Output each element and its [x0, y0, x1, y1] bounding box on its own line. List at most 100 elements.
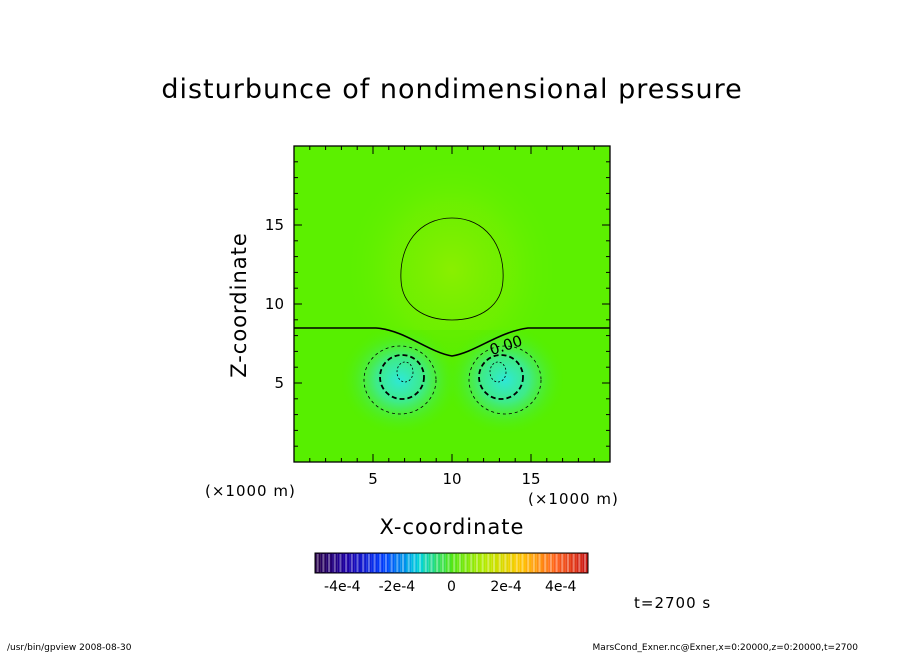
colorbar-segment [474, 553, 480, 573]
negative-anomaly-left [340, 325, 460, 435]
x-tick-labels: 5 10 15 [368, 470, 540, 488]
colorbar-stripes [315, 553, 588, 573]
colorbar-segment-highlight [447, 554, 450, 572]
colorbar-segment [479, 553, 486, 573]
colorbar-tick-label: 2e-4 [490, 579, 522, 595]
colorbar-segment [531, 553, 537, 573]
x-tick-label: 15 [521, 470, 540, 488]
colorbar-segment-highlight [407, 554, 410, 572]
colorbar-segment-highlight [538, 554, 541, 572]
colorbar-segment [400, 553, 406, 573]
colorbar-segment-highlight [555, 554, 558, 572]
colorbar-segment-highlight [521, 554, 524, 572]
colorbar-segment [502, 553, 509, 573]
colorbar-tick-label: -2e-4 [379, 579, 416, 595]
contour-neg-outer-right [468, 345, 542, 415]
colorbar-segment [514, 553, 520, 573]
colorbar-segment [457, 553, 463, 573]
colorbar-segment [337, 553, 344, 573]
colorbar-segment-highlight [350, 554, 353, 572]
colorbar-segment-highlight [413, 554, 416, 572]
colorbar-segment-highlight [316, 554, 319, 572]
colorbar-segment-highlight [379, 554, 382, 572]
colorbar-segment-highlight [481, 554, 484, 572]
colorbar-segment [536, 553, 543, 573]
colorbar-tick-label: 0 [447, 579, 456, 595]
y-tick-label: 15 [265, 216, 284, 234]
y-tick-labels: 5 10 15 [265, 216, 284, 392]
colorbar-segment [434, 553, 441, 573]
footer-program: /usr/bin/gpview 2008-08-30 [7, 643, 132, 653]
colorbar-segment-highlight [333, 554, 336, 572]
x-tick-label: 10 [442, 470, 461, 488]
chart-title: disturbunce of nondimensional pressure [161, 74, 743, 105]
colorbar-segment [548, 553, 554, 573]
colorbar-segment-highlight [566, 554, 569, 572]
axis-ticks [294, 146, 610, 462]
colorbar-segment-highlight [532, 554, 535, 572]
colorbar-segment-highlight [339, 554, 342, 572]
colorbar-segment [497, 553, 503, 573]
colorbar-frame [314, 552, 589, 574]
colorbar-segment [377, 553, 384, 573]
colorbar-segment [388, 553, 395, 573]
colorbar-segment-highlight [578, 554, 581, 572]
colorbar-segment-highlight [390, 554, 393, 572]
contour-neg-inner-left [396, 361, 414, 383]
colorbar: -4e-4 -2e-4 0 2e-4 4e-4 [314, 552, 589, 595]
colorbar-segment [565, 553, 571, 573]
colorbar-segment-highlight [458, 554, 461, 572]
colorbar-segment [582, 553, 588, 573]
colorbar-segment-highlight [527, 554, 530, 572]
contour-neg-inner-right [489, 361, 507, 383]
colorbar-segment-highlight [402, 554, 405, 572]
contour-positive [400, 217, 504, 321]
colorbar-segment-highlight [436, 554, 439, 572]
colorbar-segment-highlight [424, 554, 427, 572]
x-axis-unit: (×1000 m) [528, 490, 619, 508]
colorbar-segment-highlight [345, 554, 348, 572]
colorbar-segment-highlight [384, 554, 387, 572]
colorbar-segment [542, 553, 549, 573]
colorbar-segment-highlight [322, 554, 325, 572]
colorbar-segment-highlight [515, 554, 518, 572]
contour-neg-outer-left [363, 345, 437, 415]
colorbar-segment-highlight [493, 554, 496, 572]
colorbar-segment [462, 553, 469, 573]
colorbar-segment-highlight [470, 554, 473, 572]
colorbar-segment [570, 553, 577, 573]
colorbar-segment [491, 553, 497, 573]
plot-area: 0.00 [293, 145, 611, 463]
colorbar-segment [360, 553, 367, 573]
colorbar-segment [315, 553, 321, 573]
colorbar-segment-highlight [419, 554, 422, 572]
colorbar-segment-highlight [362, 554, 365, 572]
colorbar-segment-highlight [475, 554, 478, 572]
colorbar-segment-highlight [464, 554, 467, 572]
colorbar-segment-highlight [572, 554, 575, 572]
y-tick-label: 10 [265, 295, 284, 313]
colorbar-segment [354, 553, 361, 573]
time-label: t=2700 s [634, 594, 712, 612]
colorbar-segment [394, 553, 401, 573]
y-axis-unit: (×1000 m) [205, 482, 296, 500]
colorbar-segment-highlight [584, 554, 587, 572]
x-axis-label: X-coordinate [379, 515, 525, 539]
colorbar-segment [428, 553, 435, 573]
colorbar-segment-highlight [396, 554, 399, 572]
colorbar-segment [417, 553, 424, 573]
contour-zero [294, 327, 610, 357]
colorbar-segment [320, 553, 327, 573]
colorbar-segment [332, 553, 338, 573]
x-tick-label: 5 [368, 470, 378, 488]
y-tick-label: 5 [274, 374, 284, 392]
colorbar-segment [559, 553, 566, 573]
contour-neg-mid-right [478, 354, 524, 400]
colorbar-segment [576, 553, 583, 573]
colorbar-segment [485, 553, 492, 573]
colorbar-segment-highlight [549, 554, 552, 572]
colorbar-segment-highlight [328, 554, 331, 572]
colorbar-segment [366, 553, 372, 573]
colorbar-segment-highlight [510, 554, 513, 572]
